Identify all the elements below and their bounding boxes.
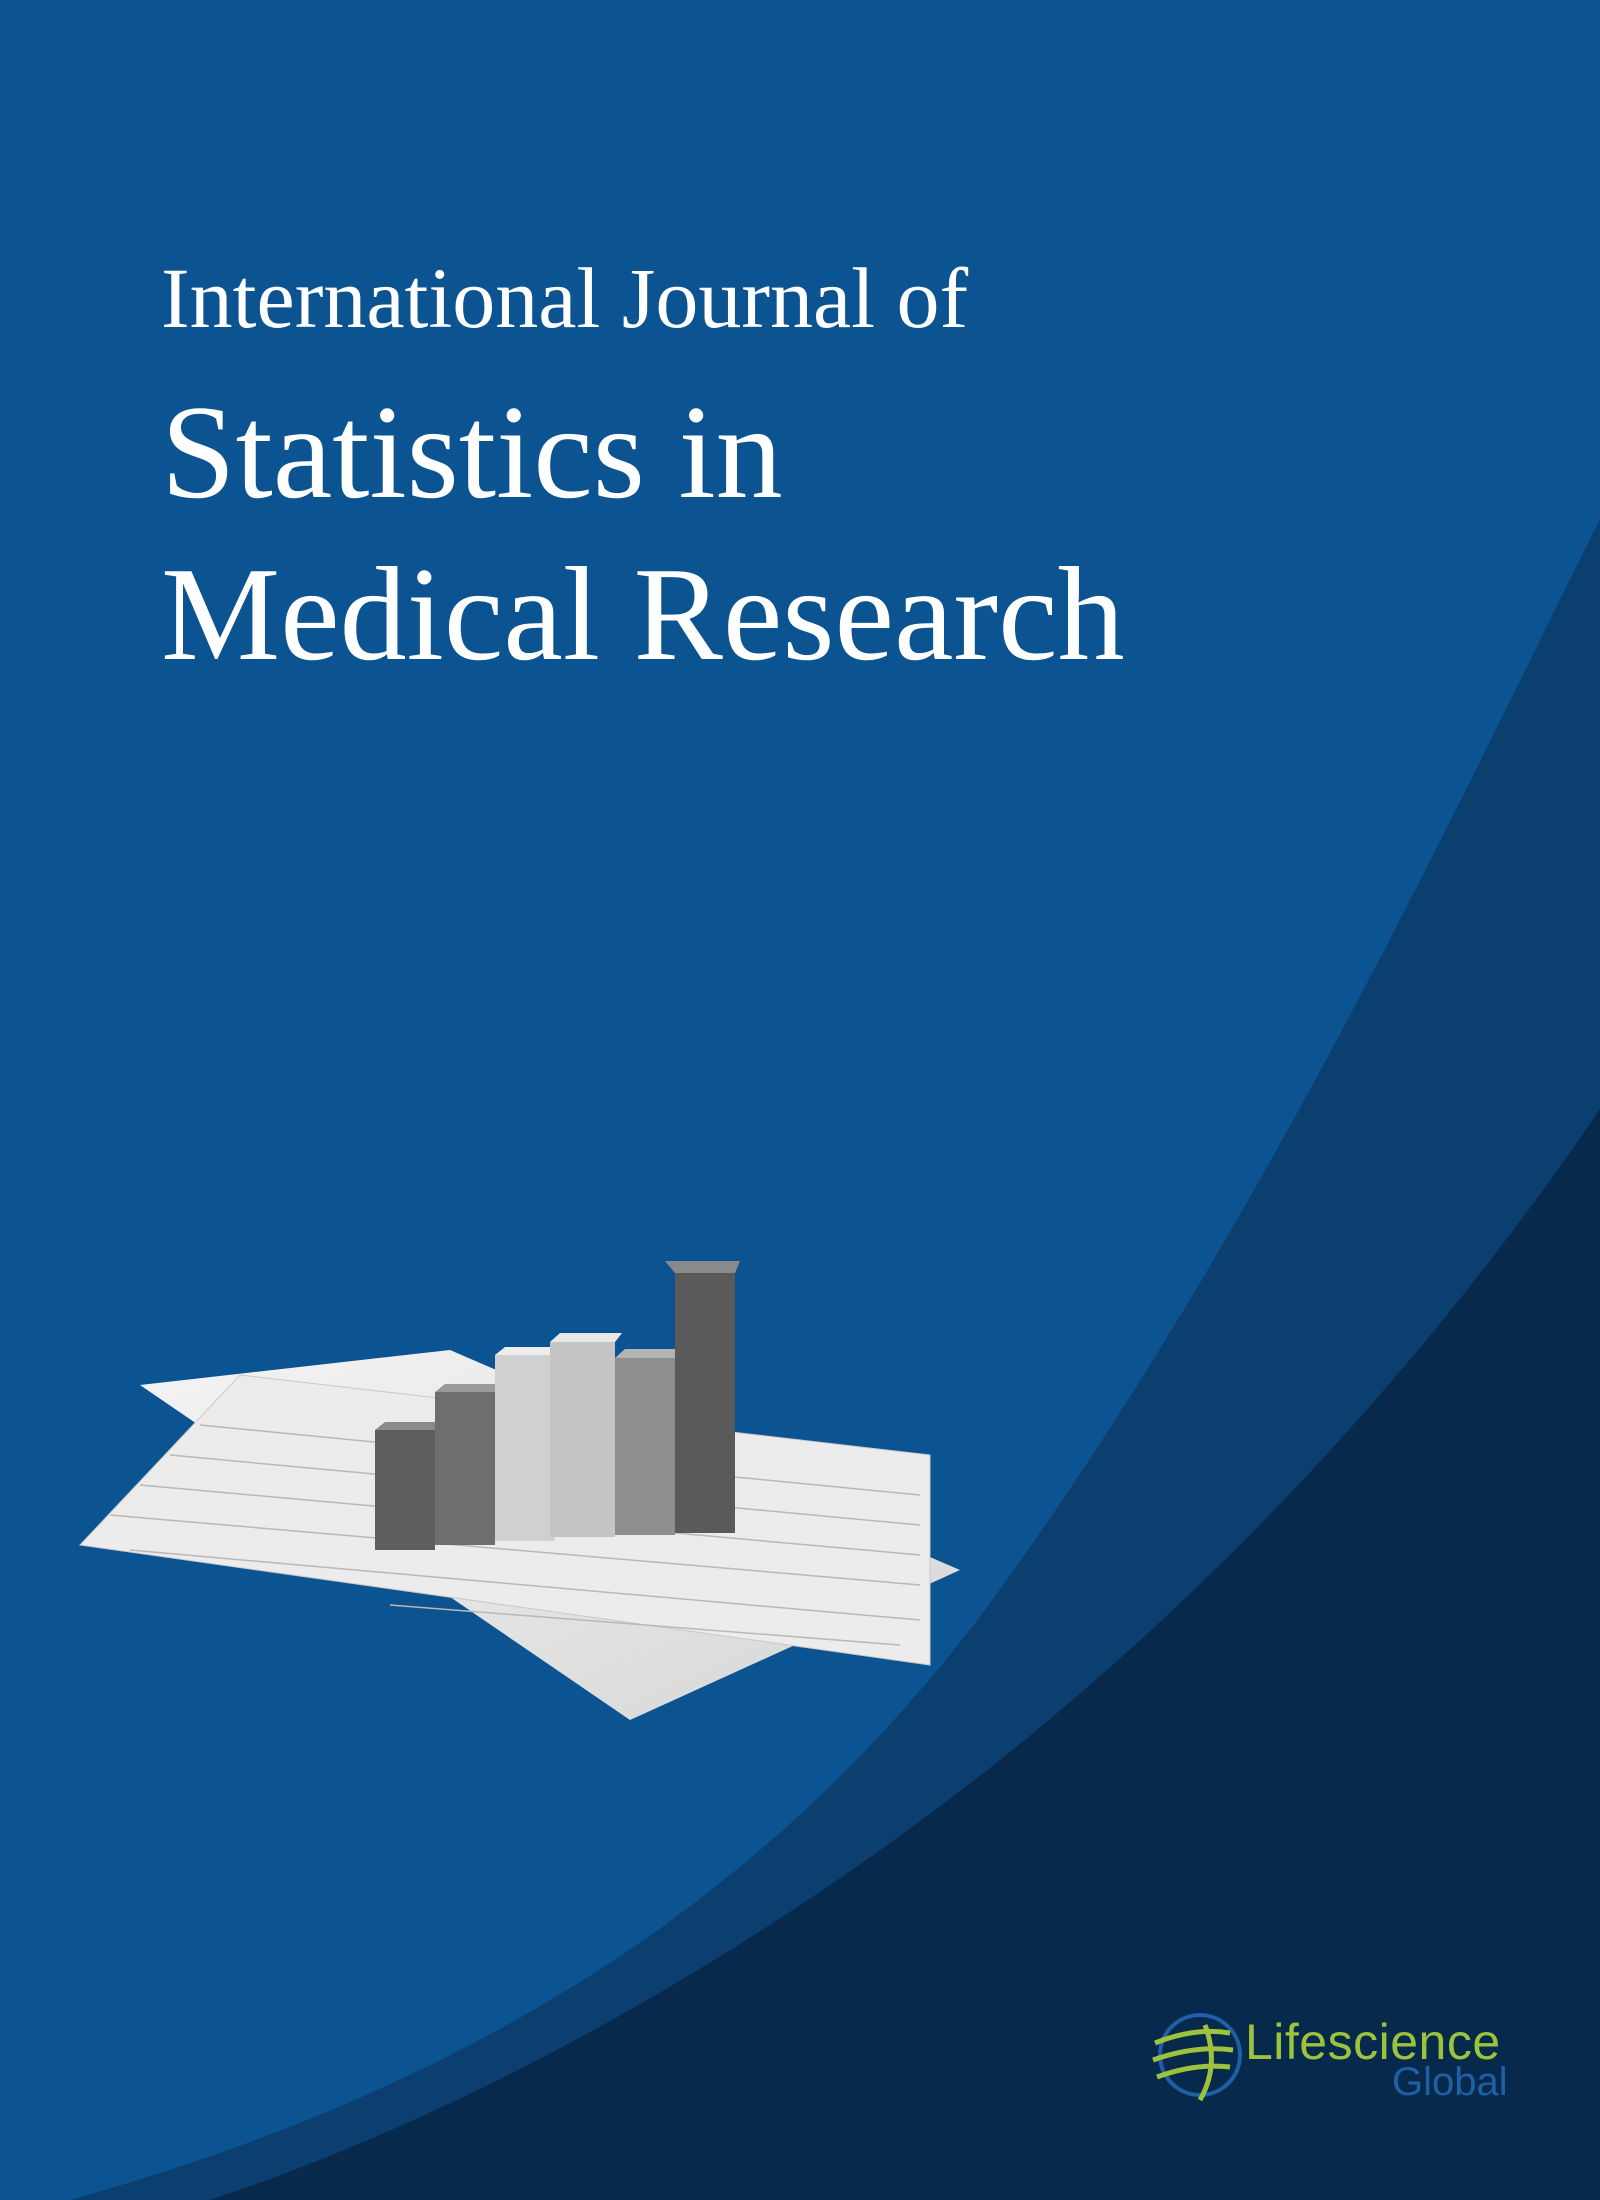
- dark-band: [210, 1109, 1600, 2200]
- bar-5: [615, 1349, 682, 1535]
- bar-2: [435, 1384, 502, 1545]
- bar-1: [375, 1422, 442, 1550]
- globe-helix-logo-icon: [1152, 2013, 1242, 2102]
- bar-6: [665, 1261, 740, 1533]
- journal-title-line3: Medical Research: [161, 540, 1125, 688]
- journal-title-line1: International Journal of: [161, 250, 969, 346]
- publisher-subname: Global: [1392, 2060, 1508, 2104]
- bar-3: [495, 1347, 562, 1541]
- bar-4: [550, 1333, 622, 1537]
- publisher-logo: Lifescience Global: [1145, 2005, 1525, 2120]
- journal-title-line2: Statistics in: [161, 378, 783, 526]
- publisher-name: Lifescience: [1245, 2014, 1501, 2070]
- bar-chart-illustration: [78, 1261, 960, 1720]
